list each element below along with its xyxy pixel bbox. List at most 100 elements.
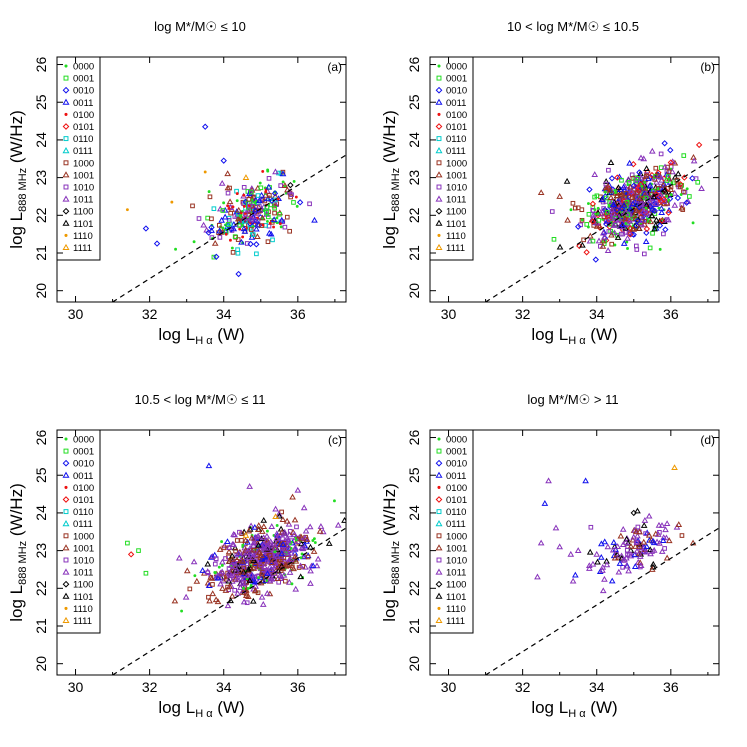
dashed-relation-line [485,154,719,302]
scatter-point [237,529,242,535]
scatter-point [233,569,239,575]
scatter-point [642,548,650,555]
scatter-point [234,576,242,583]
scatter-point [264,210,269,215]
scatter-point [667,146,674,154]
scatter-point [199,567,206,573]
scatter-point [617,532,625,539]
scatter-point [284,186,291,193]
legend-marker [62,195,70,202]
scatter-point [619,525,627,532]
scatter-point [624,547,630,553]
scatter-point [208,574,216,581]
scatter-point [306,523,314,530]
scatter-point [227,185,232,191]
scatter-point [599,587,607,594]
legend-label: 0001 [73,74,94,85]
legend-label: 0000 [73,435,94,446]
legend-marker [436,136,442,142]
scatter-point [257,561,265,567]
y-tick-label: 26 [33,57,49,73]
scatter-point [287,228,292,234]
scatter-point [665,206,673,213]
x-axis-label: log LH α (W) [158,325,244,347]
scatter-point [607,204,611,208]
scatter-point [183,567,191,574]
y-tick-label: 20 [33,656,49,672]
legend-marker [63,509,69,515]
scatter-point [153,240,161,247]
scatter-point [604,219,609,224]
scatter-point [653,538,661,545]
scatter-point [644,206,648,210]
scatter-point [569,208,573,212]
scatter-point [219,585,226,591]
scatter-point [634,247,640,252]
scatter-point [653,165,659,171]
legend-marker [437,437,441,441]
scatter-point [637,562,645,569]
scatter-point [202,123,209,130]
legend-marker [437,64,441,68]
scatter-point [609,210,617,216]
scatter-point [650,546,658,553]
scatter-point [231,544,239,551]
panel-title: log M*/M☉ ≤ 10 [154,19,246,34]
scatter-point [645,531,653,538]
scatter-point [670,180,676,186]
scatter-point [259,214,266,221]
scatter-point [654,531,662,537]
scatter-point [125,540,130,546]
scatter-point [303,536,311,542]
scatter-point [283,548,290,554]
scatter-point [583,249,590,256]
scatter-point [631,551,639,558]
legend-label: 1011 [446,195,466,206]
legend-marker [435,147,443,154]
scatter-point [232,234,238,239]
scatter-point [291,200,296,205]
scatter-point [268,221,272,225]
scatter-point [599,237,607,244]
legend-label: 1110 [73,231,93,242]
scatter-point [281,182,289,189]
scatter-point [275,510,283,517]
scatter-point [224,232,228,236]
scatter-point [171,597,179,604]
scatter-point [267,552,273,558]
scatter-point [227,597,234,604]
scatter-point [225,557,233,564]
scatter-point [279,541,287,547]
scatter-point [630,225,637,232]
scatter-point [232,587,237,593]
scatter-point [606,229,612,234]
scatter-point [651,207,658,215]
scatter-point [242,537,249,543]
panel-title: log M*/M☉ > 11 [527,392,618,407]
scatter-point [263,537,270,544]
scatter-point [639,217,646,223]
legend-label: 0100 [446,483,467,494]
legend-label: 1101 [73,219,93,230]
scatter-point [681,153,687,158]
scatter-point [216,227,223,234]
legend-label: 1000 [73,531,94,542]
scatter-point [246,203,252,209]
scatter-point [228,592,236,599]
scatter-point [325,540,333,546]
scatter-point [272,210,277,216]
scatter-point [613,188,617,192]
legend-label: 1010 [73,556,94,567]
scatter-point [280,169,286,175]
legend-marker [435,544,443,551]
y-tick-label: 25 [33,467,49,483]
scatter-point [205,462,213,469]
scatter-point [289,493,296,500]
scatter-point [234,589,242,596]
scatter-point [277,211,282,217]
scatter-point [607,194,615,201]
scatter-point [655,173,663,179]
scatter-point [214,574,222,581]
scatter-point [268,541,274,547]
panel-c: 10.5 < log M*/M☉ ≤ 110000000100100011010… [7,392,347,720]
